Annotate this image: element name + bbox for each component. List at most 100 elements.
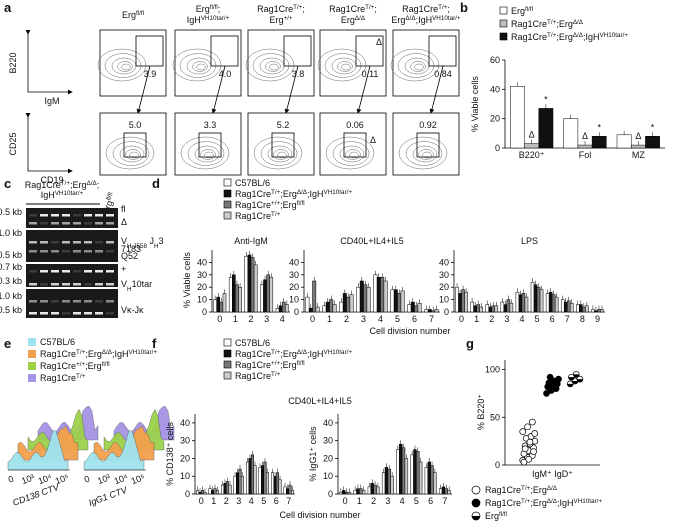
axis-arrow: [25, 113, 73, 174]
contour: [317, 48, 367, 82]
bar: [536, 286, 541, 313]
bar: [251, 454, 254, 495]
contour: [200, 149, 216, 160]
gel-band: [29, 300, 37, 303]
bar: [518, 294, 523, 313]
marker-body: [530, 448, 537, 455]
y-tick-label: 10: [289, 295, 299, 305]
column-header: Rag1CreT/+;: [402, 4, 450, 15]
marker-body: [526, 438, 534, 446]
x-tick-label: 0: [310, 314, 315, 324]
bar: [390, 289, 395, 313]
y-tick-label: 30: [289, 270, 299, 280]
text-part: T/+: [61, 180, 71, 187]
size-label: 0.7 kb: [0, 262, 22, 272]
gel-band: [84, 300, 92, 303]
flow-plot: [319, 29, 387, 97]
gel-band: [29, 283, 37, 286]
bar: [431, 310, 436, 313]
text-part: ;Erg: [85, 361, 102, 371]
bar: [223, 483, 227, 495]
text-part: T/+: [271, 371, 281, 378]
column-header: Rag1CreT/+;: [257, 4, 305, 15]
x-tick-label: 5: [535, 314, 540, 324]
contour: [119, 145, 145, 163]
text-part: fl/fl: [102, 361, 110, 368]
text-part: Rag1Cre: [235, 360, 271, 370]
bar: [579, 304, 583, 313]
y-tick-label: 10: [323, 471, 333, 481]
bar: [464, 291, 468, 313]
text-part: V: [121, 279, 127, 289]
bar: [416, 451, 420, 495]
gate: [283, 35, 312, 67]
point: [568, 373, 575, 381]
bar: [410, 301, 415, 313]
text-part: ;Erg: [70, 180, 87, 190]
legend-label: C57BL/6: [40, 337, 75, 347]
text-part: VH10tar/+: [324, 189, 353, 196]
text-part: Rag1Cre: [402, 4, 438, 14]
panel-label: d: [152, 176, 160, 191]
bar: [278, 305, 283, 313]
text-part: T/+: [271, 349, 281, 356]
y-tick-label: 0: [495, 460, 500, 470]
bar: [211, 490, 214, 495]
gel-band: [95, 283, 103, 286]
gate: [416, 132, 440, 158]
gel-band: [106, 312, 114, 315]
text-part: Rag1Cre: [329, 4, 365, 14]
gate: [355, 35, 384, 67]
bar: [533, 284, 538, 313]
text-part: VH10tar/+: [324, 349, 353, 356]
x-tick-label: 4: [400, 496, 405, 506]
hist-tick: 10⁴: [37, 472, 54, 486]
y-tick-label: 100: [485, 365, 500, 375]
text-part: ;IgH: [112, 349, 129, 359]
bar: [491, 305, 496, 313]
gel-band: [40, 222, 48, 225]
flow-plot: [174, 112, 242, 176]
text-part: Rag1Cre: [235, 200, 271, 210]
bar: [500, 301, 505, 313]
gate-value: 0.84: [434, 69, 452, 79]
text-part: Δ/Δ: [87, 180, 98, 187]
bar: [563, 118, 579, 149]
marker-body: [531, 430, 539, 437]
bar-marker: *: [597, 122, 601, 132]
legend-swatch: [223, 178, 232, 187]
bar: [208, 488, 212, 495]
text-part: T/+: [293, 4, 303, 11]
y-tick-label: 60: [490, 55, 500, 65]
text-part: +/+: [271, 200, 280, 207]
hist-tick: 0: [83, 474, 91, 485]
flow-plot: [319, 112, 387, 176]
text-part: IgH: [41, 190, 55, 200]
bar: [339, 491, 343, 495]
contour: [332, 141, 370, 166]
legend-swatch: [28, 374, 36, 382]
hist-tick: 0: [7, 474, 15, 485]
contour: [267, 145, 293, 163]
contour: [324, 53, 362, 78]
bar: [407, 304, 412, 313]
contour: [245, 48, 295, 82]
gel-band: [73, 241, 81, 244]
contour: [422, 151, 432, 159]
bar: [563, 301, 568, 313]
column-header: Erg+/+: [269, 15, 292, 26]
bar: [441, 486, 446, 495]
bar: [196, 490, 199, 495]
gel-band: [51, 250, 59, 253]
text-part: Δ/Δ: [573, 19, 584, 26]
bar: [367, 486, 372, 495]
text-part: T/+: [438, 4, 448, 11]
y-tick-label: 10: [439, 295, 449, 305]
bar: [322, 305, 327, 313]
bar: [219, 301, 224, 313]
bar: [315, 306, 320, 313]
flow-plot: [392, 112, 460, 176]
bar-marker: Δ: [582, 131, 588, 141]
text-part: Δ/Δ: [547, 485, 558, 492]
text-part: Erg: [511, 6, 525, 16]
